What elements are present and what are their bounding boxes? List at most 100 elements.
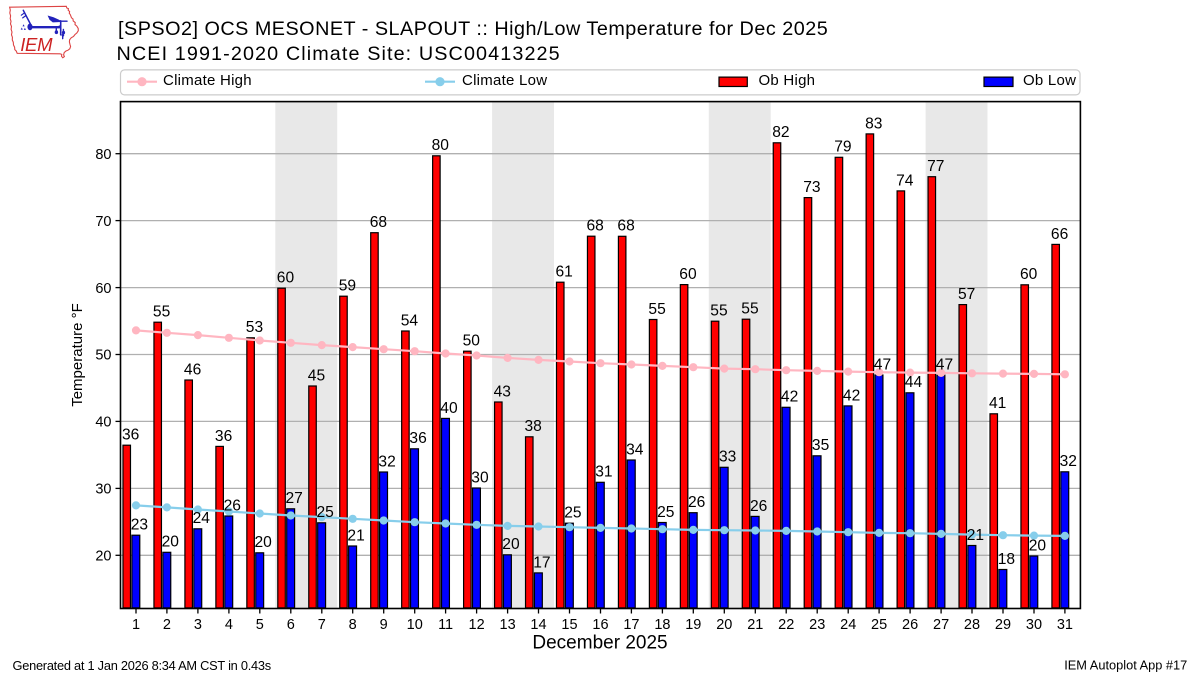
svg-text:26: 26 [688, 494, 705, 511]
svg-text:40: 40 [95, 415, 111, 431]
svg-text:25: 25 [317, 504, 335, 521]
svg-text:28: 28 [964, 617, 980, 633]
svg-text:15: 15 [561, 617, 577, 633]
svg-text:11: 11 [438, 617, 453, 633]
svg-text:60: 60 [277, 270, 295, 287]
svg-text:6: 6 [287, 617, 295, 633]
svg-text:20: 20 [716, 617, 732, 633]
svg-text:21: 21 [747, 617, 763, 633]
svg-text:17: 17 [533, 554, 550, 571]
svg-text:30: 30 [1026, 617, 1042, 633]
svg-text:80: 80 [95, 147, 111, 163]
svg-text:32: 32 [1060, 453, 1077, 470]
svg-text:[SPSO2] OCS MESONET - SLAPOUT: [SPSO2] OCS MESONET - SLAPOUT :: High/Lo… [118, 18, 828, 40]
svg-text:8: 8 [349, 617, 357, 633]
svg-text:20: 20 [162, 534, 180, 551]
svg-text:23: 23 [809, 617, 825, 633]
svg-text:1: 1 [132, 617, 140, 633]
svg-text:42: 42 [781, 389, 798, 406]
svg-text:41: 41 [989, 395, 1006, 412]
svg-text:43: 43 [494, 383, 511, 400]
svg-text:55: 55 [153, 304, 171, 321]
svg-text:46: 46 [184, 361, 201, 378]
svg-text:36: 36 [122, 427, 139, 444]
svg-text:74: 74 [896, 172, 914, 189]
svg-text:Climate Low: Climate Low [462, 72, 547, 89]
svg-text:60: 60 [679, 266, 697, 283]
svg-text:38: 38 [525, 418, 542, 435]
svg-text:79: 79 [834, 139, 851, 156]
svg-text:60: 60 [1020, 266, 1038, 283]
svg-text:IEM Autoplot App #17: IEM Autoplot App #17 [1064, 657, 1187, 672]
svg-text:61: 61 [556, 264, 573, 281]
svg-text:25: 25 [564, 505, 582, 522]
svg-text:20: 20 [255, 534, 273, 551]
svg-text:50: 50 [463, 333, 481, 350]
svg-text:16: 16 [592, 617, 608, 633]
svg-text:36: 36 [409, 430, 426, 447]
svg-text:20: 20 [1029, 537, 1047, 554]
svg-text:73: 73 [803, 179, 820, 196]
svg-text:IEM: IEM [20, 34, 53, 55]
svg-text:40: 40 [440, 400, 458, 417]
svg-text:18: 18 [654, 617, 670, 633]
svg-text:22: 22 [778, 617, 794, 633]
svg-text:44: 44 [905, 374, 923, 391]
svg-text:77: 77 [927, 158, 944, 175]
svg-text:31: 31 [1057, 617, 1073, 633]
svg-text:34: 34 [626, 441, 644, 458]
svg-text:21: 21 [967, 527, 984, 544]
svg-text:19: 19 [685, 617, 701, 633]
svg-text:24: 24 [840, 617, 856, 633]
svg-text:21: 21 [347, 527, 364, 544]
svg-text:Generated at 1 Jan 2026 8:34 A: Generated at 1 Jan 2026 8:34 AM CST in 0… [13, 658, 271, 673]
svg-text:27: 27 [286, 490, 303, 507]
svg-text:Temperature °F: Temperature °F [69, 303, 86, 407]
svg-text:29: 29 [995, 617, 1011, 633]
svg-text:42: 42 [843, 387, 860, 404]
svg-text:36: 36 [215, 428, 232, 445]
svg-text:17: 17 [623, 617, 639, 633]
svg-text:4: 4 [225, 617, 233, 633]
svg-text:53: 53 [246, 319, 263, 336]
svg-text:5: 5 [256, 617, 264, 633]
svg-text:2: 2 [163, 617, 171, 633]
svg-text:24: 24 [193, 510, 211, 527]
svg-text:18: 18 [998, 551, 1015, 568]
svg-text:Ob High: Ob High [759, 72, 816, 89]
svg-text:20: 20 [502, 536, 520, 553]
svg-text:12: 12 [469, 617, 485, 633]
svg-text:54: 54 [401, 312, 419, 329]
svg-text:47: 47 [874, 356, 891, 373]
svg-text:35: 35 [812, 437, 830, 454]
svg-text:60: 60 [95, 281, 111, 297]
svg-text:82: 82 [772, 124, 789, 141]
svg-text:20: 20 [95, 549, 111, 565]
svg-text:7: 7 [318, 617, 326, 633]
svg-text:25: 25 [657, 504, 675, 521]
svg-text:70: 70 [95, 214, 111, 230]
svg-text:25: 25 [871, 617, 887, 633]
svg-text:59: 59 [339, 278, 356, 295]
svg-text:45: 45 [308, 367, 326, 384]
svg-text:3: 3 [194, 617, 202, 633]
svg-text:30: 30 [471, 469, 489, 486]
svg-text:83: 83 [865, 115, 882, 132]
svg-text:13: 13 [500, 617, 516, 633]
svg-text:47: 47 [936, 357, 953, 374]
svg-text:30: 30 [95, 482, 111, 498]
svg-text:55: 55 [741, 301, 759, 318]
svg-text:26: 26 [224, 497, 241, 514]
svg-text:33: 33 [719, 449, 736, 466]
svg-text:55: 55 [710, 303, 728, 320]
svg-text:23: 23 [131, 517, 148, 534]
svg-text:68: 68 [370, 214, 387, 231]
svg-text:26: 26 [902, 617, 918, 633]
svg-text:55: 55 [648, 301, 666, 318]
svg-text:50: 50 [95, 348, 111, 364]
svg-text:57: 57 [958, 286, 975, 303]
svg-text:December 2025: December 2025 [532, 633, 667, 654]
svg-text:NCEI 1991-2020 Climate Site: U: NCEI 1991-2020 Climate Site: USC00413225 [117, 43, 561, 65]
svg-text:68: 68 [617, 218, 634, 235]
svg-text:80: 80 [432, 137, 450, 154]
